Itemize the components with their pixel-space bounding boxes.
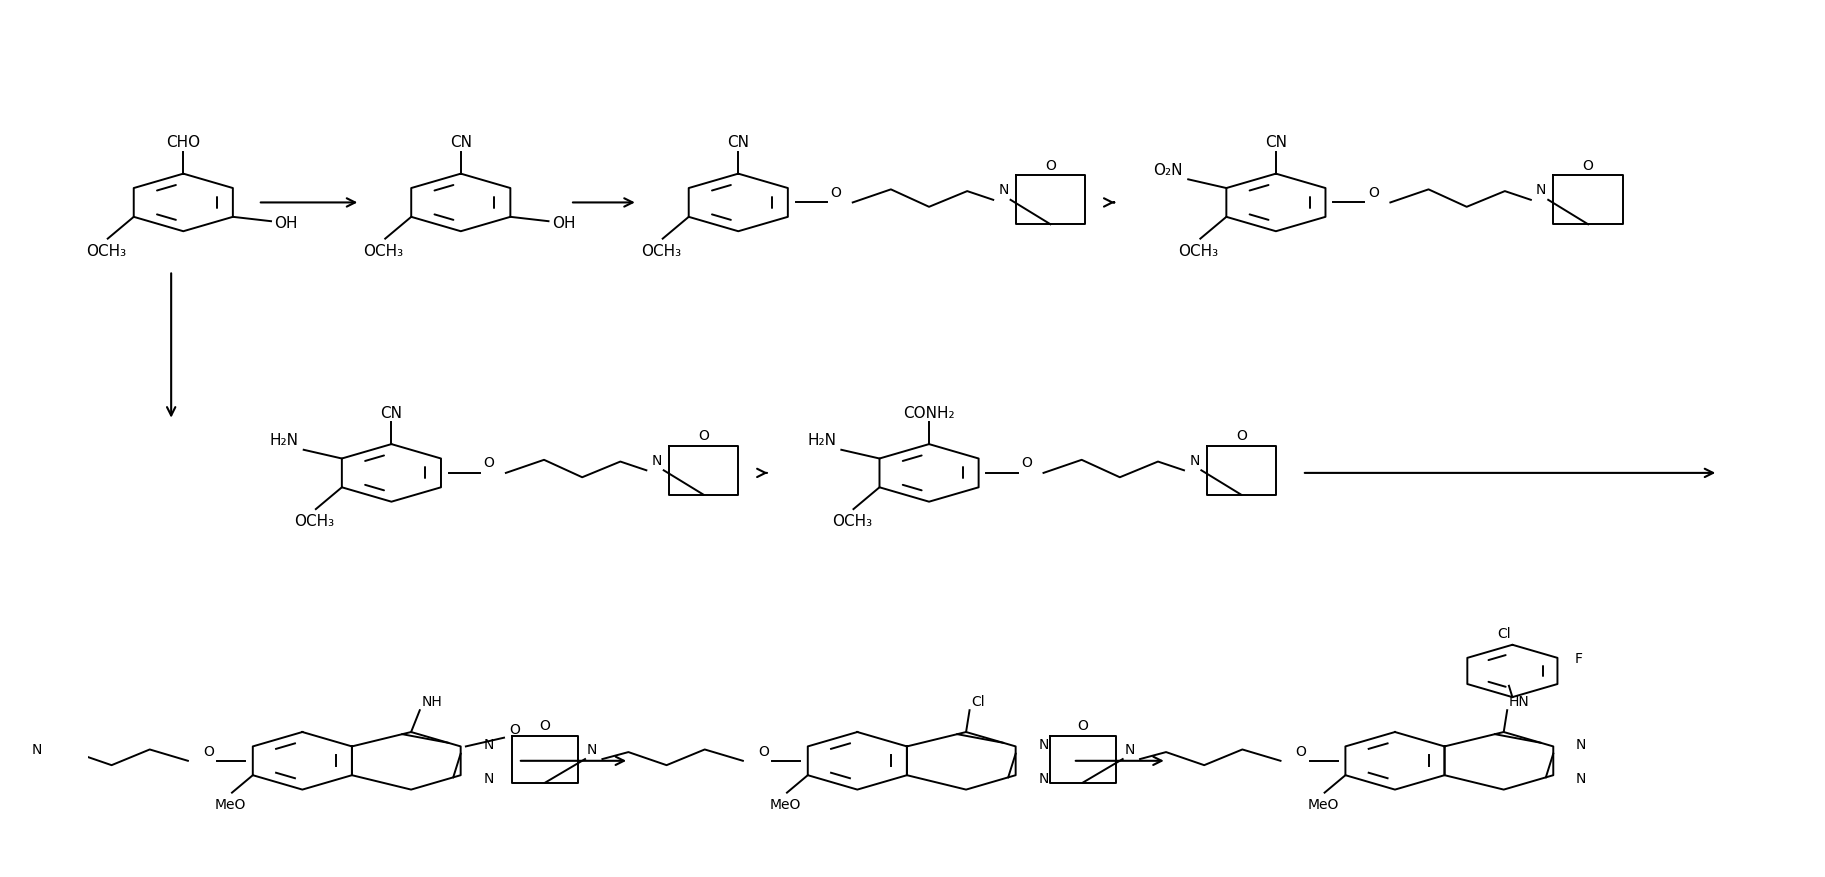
Text: CN: CN: [728, 135, 750, 150]
Text: O: O: [1296, 745, 1307, 759]
Text: O: O: [699, 429, 710, 443]
Text: O₂N: O₂N: [1153, 162, 1183, 177]
Text: O: O: [1077, 718, 1088, 732]
Text: N: N: [1575, 737, 1586, 751]
Text: CN: CN: [449, 135, 473, 150]
Text: CONH₂: CONH₂: [903, 405, 954, 420]
Text: CN: CN: [1265, 135, 1287, 150]
Text: N: N: [1537, 183, 1546, 197]
Text: OH: OH: [274, 216, 297, 231]
Text: OCH₃: OCH₃: [294, 514, 334, 529]
Text: OCH₃: OCH₃: [86, 244, 126, 259]
Text: HN: HN: [1509, 694, 1529, 708]
Text: O: O: [203, 745, 214, 759]
Text: N: N: [1575, 771, 1586, 785]
Text: MeO: MeO: [215, 797, 246, 811]
Text: CHO: CHO: [166, 135, 201, 150]
Text: N: N: [1038, 737, 1049, 751]
Text: O: O: [830, 186, 841, 200]
Text: N: N: [1038, 771, 1049, 785]
Text: O: O: [484, 456, 495, 470]
Text: N: N: [1190, 453, 1199, 467]
Text: F: F: [1575, 651, 1582, 665]
Text: N: N: [1124, 742, 1135, 756]
Text: O: O: [1020, 456, 1031, 470]
Text: OCH₃: OCH₃: [1179, 244, 1219, 259]
Text: O: O: [540, 718, 551, 732]
Text: MeO: MeO: [770, 797, 801, 811]
Text: O: O: [1046, 159, 1057, 173]
Text: OCH₃: OCH₃: [363, 244, 403, 259]
Text: O: O: [757, 745, 768, 759]
Text: O: O: [1582, 159, 1593, 173]
Text: Cl: Cl: [1496, 626, 1511, 640]
Text: O: O: [1236, 429, 1246, 443]
Text: O: O: [1367, 186, 1378, 200]
Text: N: N: [484, 771, 493, 785]
Text: N: N: [652, 453, 662, 467]
Text: OH: OH: [551, 216, 575, 231]
Text: OCH₃: OCH₃: [641, 244, 681, 259]
Text: O: O: [509, 722, 520, 736]
Text: H₂N: H₂N: [270, 432, 299, 447]
Text: N: N: [484, 737, 493, 751]
Text: CN: CN: [380, 405, 403, 420]
Text: N: N: [998, 183, 1009, 197]
Text: MeO: MeO: [1307, 797, 1338, 811]
Text: Cl: Cl: [971, 694, 986, 708]
Text: NH: NH: [422, 694, 442, 708]
Text: N: N: [588, 742, 597, 756]
Text: N: N: [31, 742, 42, 756]
Text: OCH₃: OCH₃: [832, 514, 872, 529]
Text: H₂N: H₂N: [807, 432, 836, 447]
